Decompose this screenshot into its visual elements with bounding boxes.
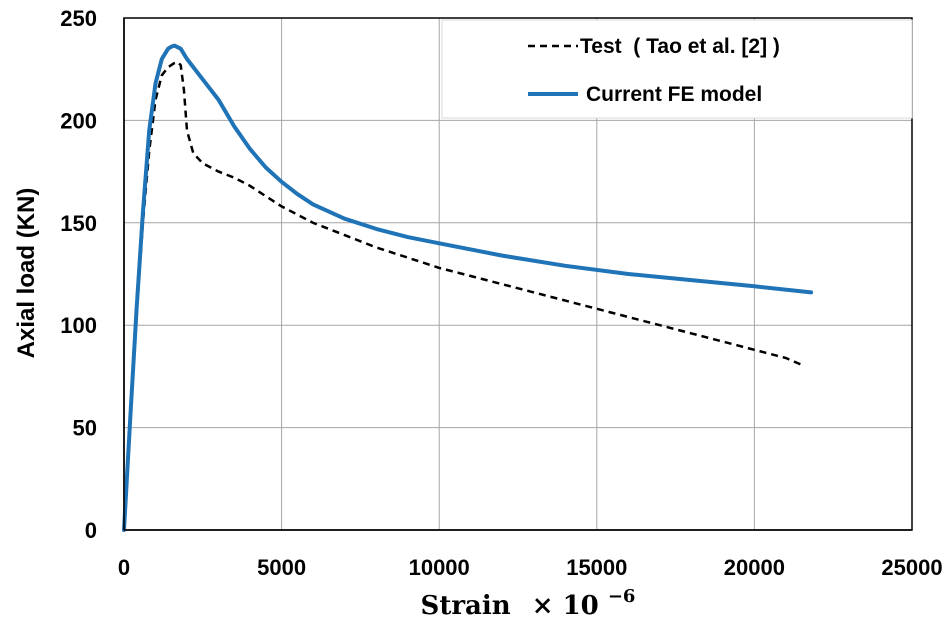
y-tick-label: 250 [60,6,97,31]
legend-label-fe-model: Current FE model [586,83,762,106]
series-line-test [122,60,806,531]
y-tick-label: 200 [60,108,97,133]
y-tick-label: 100 [60,313,97,338]
legend-label-test: Test ( Tao et al. [2] ) [580,35,780,58]
x-tick-label: 10000 [409,555,470,580]
x-tick-label: 15000 [566,555,627,580]
y-axis-label: Axial load (KN) [13,188,40,359]
x-tick-label: 20000 [724,555,785,580]
tick-labels: 0 5000 10000 15000 20000 25000 0 50 100 150 200 250 [60,6,942,580]
x-axis-label-name: Strain [421,591,511,621]
x-tick-label: 25000 [881,555,942,580]
y-tick-label: 50 [73,416,97,441]
x-tick-label: 5000 [257,555,306,580]
x-axis-label: Strain × 10 −6 [421,586,636,621]
x-tick-label: 0 [118,555,130,580]
series-group [122,43,814,532]
x-axis-label-multiplier: × 10 [532,591,599,621]
legend: Test ( Tao et al. [2] ) Current FE model [441,19,913,119]
axes [123,18,912,531]
y-tick-label: 150 [60,211,97,236]
y-tick-label: 0 [85,518,97,543]
series-line-fe-model [122,43,814,532]
x-axis-label-exponent: −6 [608,586,636,607]
legend-box [441,19,913,119]
